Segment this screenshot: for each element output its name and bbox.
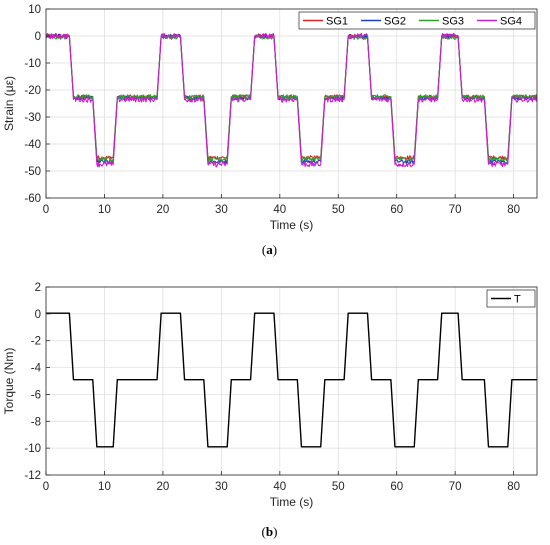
legend: SG1 SG2 SG3 SG4 — [298, 11, 536, 30]
legend-box — [298, 11, 536, 30]
x-tick-label: 70 — [449, 481, 462, 493]
y-tick-label: 0 — [35, 309, 41, 321]
x-tick-label: 50 — [332, 481, 345, 493]
series-line-sg4 — [46, 32, 537, 168]
x-tick-label: 80 — [507, 481, 520, 493]
legend-label: SG4 — [500, 16, 522, 28]
plot-area — [46, 287, 537, 475]
x-tick-label: 40 — [273, 204, 286, 216]
y-tick-label: -20 — [24, 85, 41, 97]
series-line-t — [46, 312, 537, 448]
axes-frame — [45, 8, 538, 199]
x-axis-label: Time (s) — [270, 495, 314, 509]
x-tick-label: 0 — [43, 481, 49, 493]
x-tick-label: 60 — [390, 204, 403, 216]
legend-label: T — [514, 294, 521, 306]
figure-caption: (b) — [262, 524, 278, 539]
y-tick-label: -10 — [24, 58, 41, 70]
axes-frame — [45, 286, 538, 476]
y-tick-label: -6 — [31, 389, 41, 401]
plot-area — [46, 9, 537, 198]
y-tick-label: -10 — [24, 443, 41, 455]
chart-a: 0 10 20 30 40 50 60 70 80 10 0 -10 -20 -30 -40 -50 -60 Ti… — [2, 4, 538, 257]
y-tick-label: -8 — [31, 416, 41, 428]
legend-label: SG2 — [384, 16, 406, 28]
x-tick-label: 30 — [215, 204, 228, 216]
y-tick-label: -60 — [24, 193, 41, 205]
y-tick-label: -2 — [31, 336, 41, 348]
x-tick-label: 10 — [98, 481, 111, 493]
x-tick-label: 80 — [507, 204, 520, 216]
y-tick-label: -30 — [24, 112, 41, 124]
x-tick-label: 50 — [332, 204, 345, 216]
legend-label: SG1 — [326, 16, 348, 28]
x-tick-label: 20 — [157, 481, 170, 493]
legend: T — [486, 289, 536, 308]
legend-label: SG3 — [442, 16, 464, 28]
y-tick-label: -40 — [24, 139, 41, 151]
y-tick-label: 0 — [35, 31, 41, 43]
y-tick-label: 10 — [28, 4, 41, 16]
y-axis-label: Torque (Nm) — [2, 348, 16, 415]
x-tick-label: 70 — [449, 204, 462, 216]
x-tick-label: 40 — [273, 481, 286, 493]
y-axis-label: Strain (με) — [2, 76, 16, 131]
x-tick-label: 10 — [98, 204, 111, 216]
figure-caption: (a) — [262, 242, 277, 257]
y-tick-label: -4 — [31, 363, 42, 375]
x-tick-label: 60 — [390, 481, 403, 493]
y-tick-label: 2 — [35, 282, 41, 294]
x-tick-label: 20 — [157, 204, 170, 216]
x-tick-label: 30 — [215, 481, 228, 493]
x-tick-label: 0 — [43, 204, 49, 216]
x-axis-label: Time (s) — [270, 218, 314, 232]
y-tick-label: -50 — [24, 166, 41, 178]
y-tick-label: -12 — [24, 470, 41, 482]
